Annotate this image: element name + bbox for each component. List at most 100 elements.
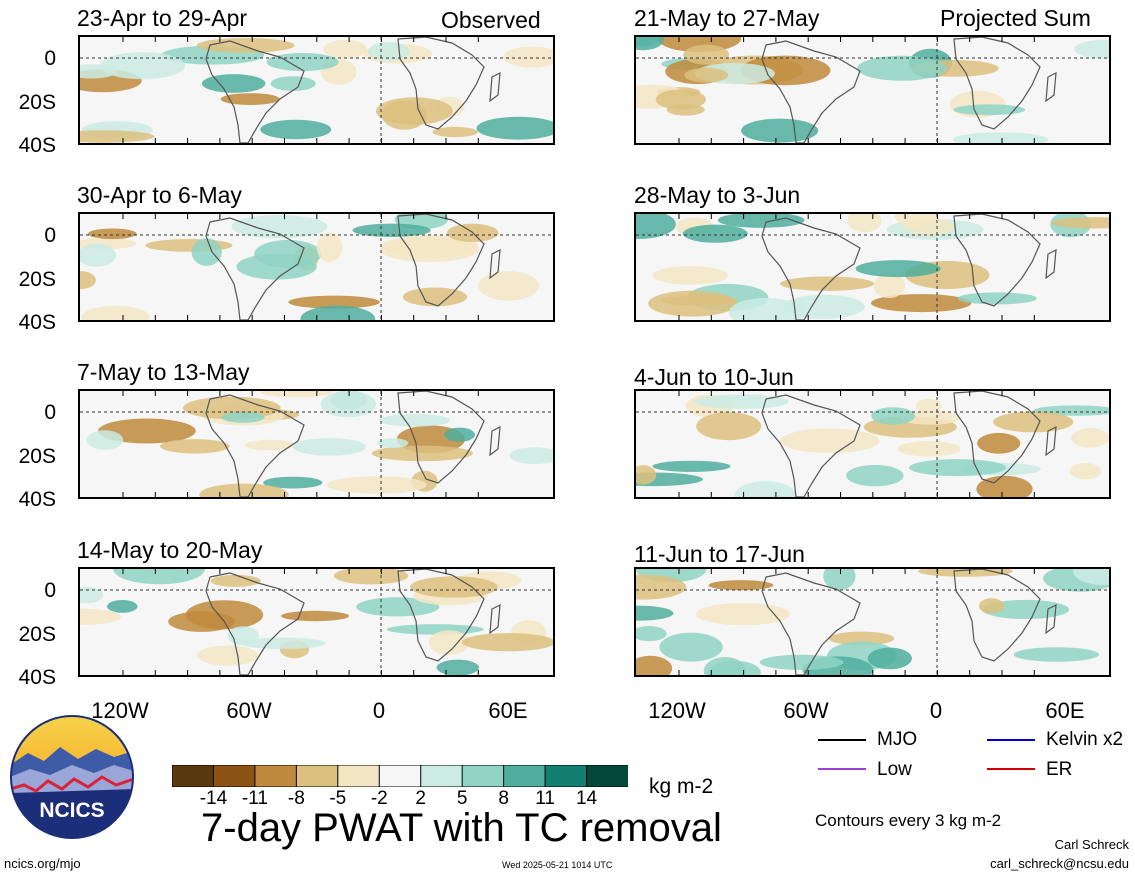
anomaly-patch — [245, 439, 296, 451]
map-field — [636, 569, 1109, 675]
panel-tag: Observed — [441, 7, 541, 33]
anomaly-patch — [857, 55, 946, 81]
africa-outline — [953, 569, 1041, 662]
anomaly-patch — [300, 305, 376, 320]
colorbar-swatch — [378, 765, 422, 787]
lat-label: 0 — [44, 579, 56, 602]
anomaly-patch — [694, 394, 789, 409]
anomaly-patch — [113, 569, 205, 585]
africa-outline — [397, 391, 485, 484]
anomaly-patch — [197, 645, 259, 666]
map-panel — [78, 35, 555, 145]
anomaly-patch — [461, 633, 553, 652]
anomaly-patch — [288, 295, 380, 309]
anomaly-patch — [823, 569, 856, 591]
anomaly-patch — [696, 412, 762, 441]
anomaly-patch — [371, 445, 473, 462]
lat-label: 20S — [18, 445, 56, 468]
anomaly-patch — [897, 440, 961, 457]
anomaly-patch — [88, 228, 137, 240]
anomaly-patch — [682, 224, 748, 243]
site-link[interactable]: ncics.org/mjo — [4, 856, 81, 871]
anomaly-patch — [976, 475, 1033, 497]
africa-outline — [397, 214, 485, 307]
colorbar-swatch — [461, 765, 505, 787]
map-field — [636, 391, 1109, 497]
colorbar-swatch — [337, 765, 381, 787]
legend-line-er — [987, 768, 1035, 770]
anomaly-patch — [900, 411, 961, 425]
colorbar-swatch — [212, 765, 256, 787]
south-america-outline — [761, 217, 861, 320]
anomaly-patch — [978, 598, 1005, 614]
panel-title: 23-Apr to 29-Apr — [77, 5, 248, 31]
anomaly-patch — [323, 39, 368, 59]
anomaly-patch — [263, 476, 323, 489]
south-america-outline — [761, 572, 861, 675]
map-panel — [634, 212, 1111, 322]
madagascar-outline — [1045, 71, 1057, 103]
colorbar-tick-label: -8 — [287, 788, 305, 809]
africa-outline — [397, 569, 485, 662]
colorbar-swatch — [172, 765, 215, 787]
author: Carl Schreck — [1054, 837, 1129, 852]
colorbar-tick-label: -11 — [241, 788, 268, 809]
panel-title: 4-Jun to 10-Jun — [634, 364, 794, 390]
lat-label: 20S — [18, 623, 56, 646]
anomaly-patch — [871, 407, 915, 425]
map-field — [80, 569, 553, 675]
anomaly-patch — [728, 297, 804, 320]
anomaly-patch — [636, 214, 676, 239]
anomaly-patch — [327, 476, 427, 494]
anomaly-patch — [236, 253, 317, 280]
anomaly-patch — [867, 647, 912, 670]
lon-label: 120W — [648, 698, 706, 723]
anomaly-patch — [333, 569, 409, 585]
anomaly-patch — [410, 576, 498, 598]
anomaly-patch — [636, 574, 687, 600]
anomaly-patch — [98, 418, 196, 444]
ncics-logo: NCICS — [10, 715, 134, 839]
africa-outline — [953, 214, 1041, 307]
email[interactable]: carl_schreck@ncsu.edu — [990, 856, 1129, 871]
anomaly-patch — [227, 626, 259, 646]
anomaly-patch — [655, 89, 706, 110]
anomaly-patch — [684, 67, 729, 83]
anomaly-patch — [428, 630, 470, 655]
anomaly-patch — [293, 438, 366, 456]
south-america-outline — [761, 394, 861, 497]
anomaly-patch — [80, 243, 116, 267]
anomaly-patch — [915, 399, 943, 414]
anomaly-patch — [659, 632, 723, 662]
anomaly-patch — [636, 37, 664, 51]
lat-label: 40S — [18, 311, 56, 334]
anomaly-patch — [80, 586, 104, 604]
lon-label: 120W — [91, 698, 149, 723]
contours-note: Contours every 3 kg m-2 — [815, 811, 1002, 830]
anomaly-patch — [828, 631, 895, 646]
anomaly-patch — [873, 273, 906, 298]
anomaly-patch — [509, 447, 553, 464]
anomaly-patch — [1051, 217, 1109, 229]
anomaly-patch — [707, 660, 761, 675]
map-field — [80, 37, 553, 143]
colorbar-units: kg m-2 — [649, 775, 714, 798]
colorbar-swatches — [172, 765, 628, 787]
anomaly-patch — [636, 605, 674, 621]
anomaly-patch — [80, 130, 155, 143]
south-america-outline — [761, 40, 861, 143]
anomaly-patch — [80, 608, 121, 625]
panel-title: 30-Apr to 6-May — [77, 182, 242, 208]
anomaly-patch — [1069, 463, 1102, 480]
anomaly-patch — [847, 214, 882, 233]
anomaly-patch — [260, 119, 332, 140]
colorbar-tick-label: -5 — [329, 788, 347, 809]
anomaly-patch — [503, 46, 553, 68]
lat-label: 0 — [44, 401, 56, 424]
anomaly-patch — [356, 597, 440, 617]
anomaly-patch — [636, 626, 667, 642]
anomaly-patch — [196, 38, 295, 53]
colorbar-swatch — [544, 765, 588, 787]
logo-text: NCICS — [39, 799, 104, 822]
colorbar-swatch — [420, 765, 464, 787]
